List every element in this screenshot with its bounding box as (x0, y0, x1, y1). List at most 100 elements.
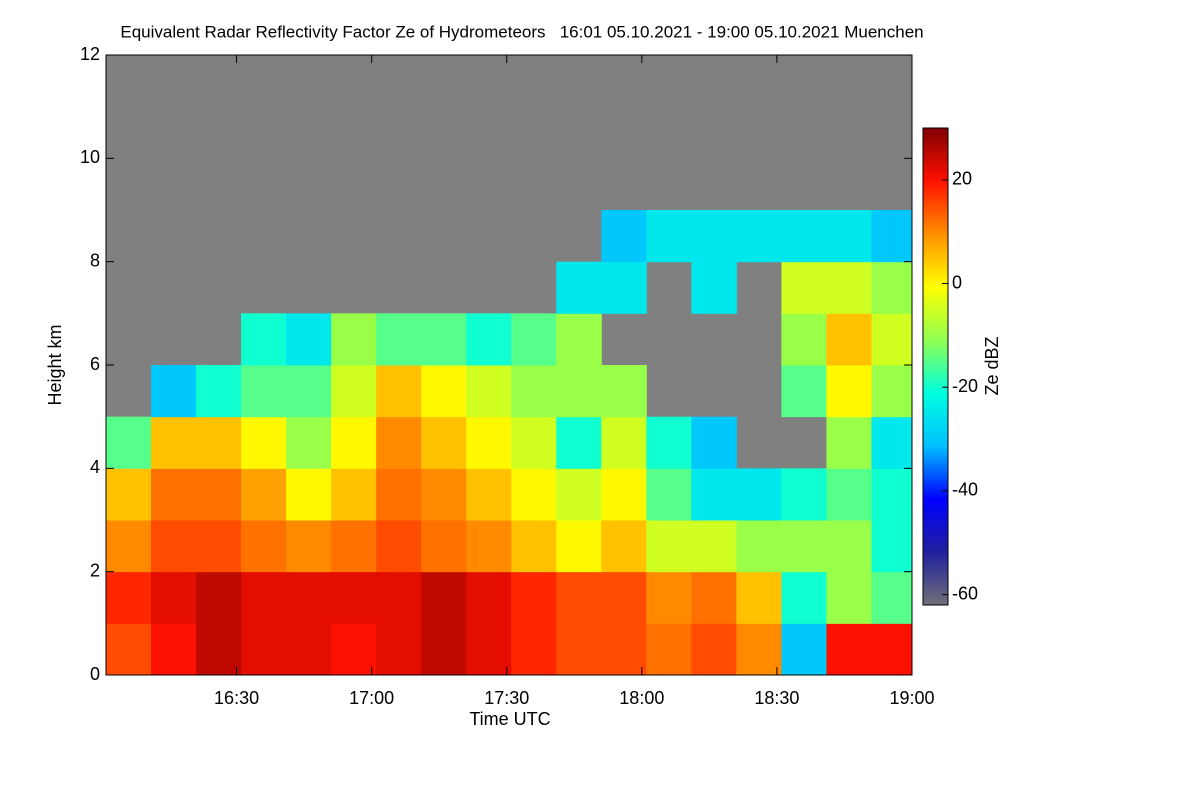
heatmap-cell (511, 571, 557, 624)
heatmap-cell (466, 313, 512, 366)
x-tick-label: 19:00 (889, 688, 934, 708)
heatmap-cell (871, 313, 912, 366)
heatmap-cell (871, 468, 912, 521)
heatmap-cell (196, 365, 242, 418)
heatmap-cell (106, 416, 152, 469)
heatmap-cell (376, 571, 422, 624)
heatmap-cell (646, 468, 692, 521)
heatmap-cell (871, 210, 912, 263)
heatmap-cell (871, 623, 912, 675)
heatmap-cell (286, 313, 332, 366)
heatmap-cell (241, 468, 287, 521)
heatmap-cell (376, 623, 422, 675)
heatmap-cell (781, 520, 827, 573)
heatmap-cell (331, 416, 377, 469)
heatmap-cell (781, 365, 827, 418)
heatmap-cell (511, 623, 557, 675)
heatmap-cell (781, 261, 827, 314)
heatmap-cell (466, 623, 512, 675)
heatmap-cell (826, 210, 872, 263)
heatmap-cell (601, 365, 647, 418)
heatmap-cell (691, 261, 737, 314)
colorbar-tick-label: -20 (952, 376, 978, 396)
heatmap-cell (871, 416, 912, 469)
heatmap-cell (601, 261, 647, 314)
heatmap-cell (331, 365, 377, 418)
heatmap-cell (601, 468, 647, 521)
heatmap-cell (826, 365, 872, 418)
heatmap-cell (556, 571, 602, 624)
heatmap-cell (556, 520, 602, 573)
heatmap-cell (511, 468, 557, 521)
heatmap-cell (196, 468, 242, 521)
heatmap-cell (781, 468, 827, 521)
heatmap-cell (691, 623, 737, 675)
heatmap-cell (601, 623, 647, 675)
heatmap-cell (781, 571, 827, 624)
heatmap-cell (691, 210, 737, 263)
heatmap-cell (646, 416, 692, 469)
heatmap-cell (511, 365, 557, 418)
heatmap-cell (331, 520, 377, 573)
heatmap-cell (106, 623, 152, 675)
heatmap-cell (331, 468, 377, 521)
heatmap-cell (556, 468, 602, 521)
heatmap-cell (646, 210, 692, 263)
heatmap-cell (601, 210, 647, 263)
heatmap-cell (826, 416, 872, 469)
heatmap-cell (241, 623, 287, 675)
heatmap-cell (151, 365, 197, 418)
x-tick-label: 16:30 (214, 688, 259, 708)
heatmap-cell (736, 468, 782, 521)
y-tick-label: 8 (90, 250, 100, 270)
y-axis-label: Height km (45, 324, 65, 405)
heatmap-cell (601, 520, 647, 573)
heatmap-cell (151, 571, 197, 624)
heatmap-cell (871, 261, 912, 314)
chart-title: Equivalent Radar Reflectivity Factor Ze … (120, 22, 923, 41)
heatmap-cell (151, 416, 197, 469)
heatmap-cell (241, 416, 287, 469)
heatmap-cell (421, 313, 467, 366)
heatmap-cell (826, 261, 872, 314)
heatmap-cell (241, 365, 287, 418)
heatmap-cell (511, 520, 557, 573)
heatmap-cell (196, 520, 242, 573)
heatmap-cell (556, 261, 602, 314)
heatmap-cell (196, 623, 242, 675)
heatmap-cell (466, 416, 512, 469)
x-axis-label: Time UTC (469, 709, 550, 729)
heatmap-cell (151, 520, 197, 573)
heatmap-cell (331, 623, 377, 675)
heatmap-cell (151, 623, 197, 675)
heatmap-cell (421, 416, 467, 469)
heatmap-cell (376, 313, 422, 366)
colorbar-tick-label: -40 (952, 480, 978, 500)
colorbar-tick-label: -60 (952, 583, 978, 603)
heatmap-cell (781, 313, 827, 366)
heatmap (106, 210, 912, 675)
heatmap-cell (781, 623, 827, 675)
heatmap-cell (466, 468, 512, 521)
heatmap-cell (421, 520, 467, 573)
heatmap-cell (151, 468, 197, 521)
heatmap-cell (421, 623, 467, 675)
heatmap-cell (196, 416, 242, 469)
heatmap-cell (241, 571, 287, 624)
heatmap-cell (871, 520, 912, 573)
heatmap-cell (106, 520, 152, 573)
heatmap-cell (241, 520, 287, 573)
heatmap-cell (106, 571, 152, 624)
heatmap-cell (421, 571, 467, 624)
heatmap-cell (691, 571, 737, 624)
heatmap-cell (106, 468, 152, 521)
heatmap-cell (646, 571, 692, 624)
heatmap-cell (286, 365, 332, 418)
heatmap-cell (871, 571, 912, 624)
heatmap-cell (376, 416, 422, 469)
heatmap-cell (286, 520, 332, 573)
colorbar (922, 127, 949, 606)
x-tick-label: 17:00 (349, 688, 394, 708)
heatmap-cell (241, 313, 287, 366)
heatmap-cell (376, 365, 422, 418)
